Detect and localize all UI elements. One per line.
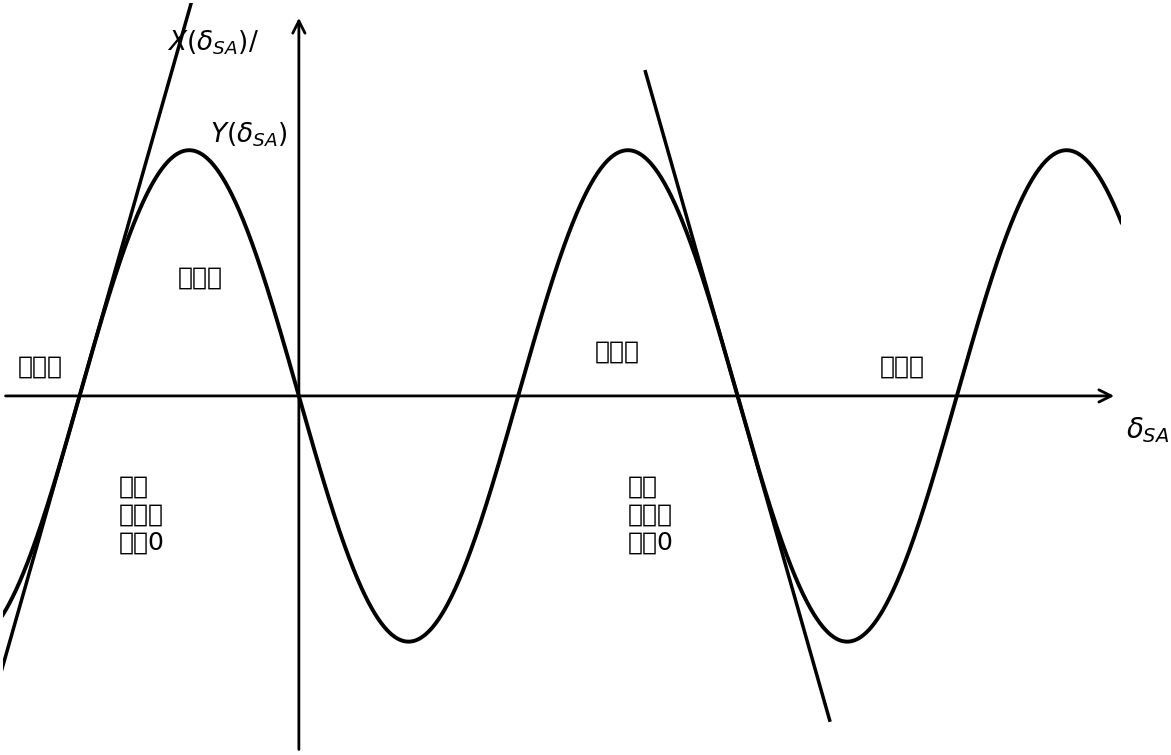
Text: $Y(\delta_{SA})$: $Y(\delta_{SA})$ [211,121,288,149]
Text: 正区间: 正区间 [595,340,639,364]
Text: 负区间: 负区间 [881,355,925,379]
Text: $X(\delta_{SA})/$: $X(\delta_{SA})/$ [167,29,260,57]
Text: $\delta_{SA}$: $\delta_{SA}$ [1125,415,1169,445]
Text: 零点
且导数
大于0: 零点 且导数 大于0 [119,475,165,554]
Text: 负区间: 负区间 [18,355,63,379]
Text: 正区间: 正区间 [178,266,222,290]
Text: 零点
且导数
小于0: 零点 且导数 小于0 [628,475,673,554]
